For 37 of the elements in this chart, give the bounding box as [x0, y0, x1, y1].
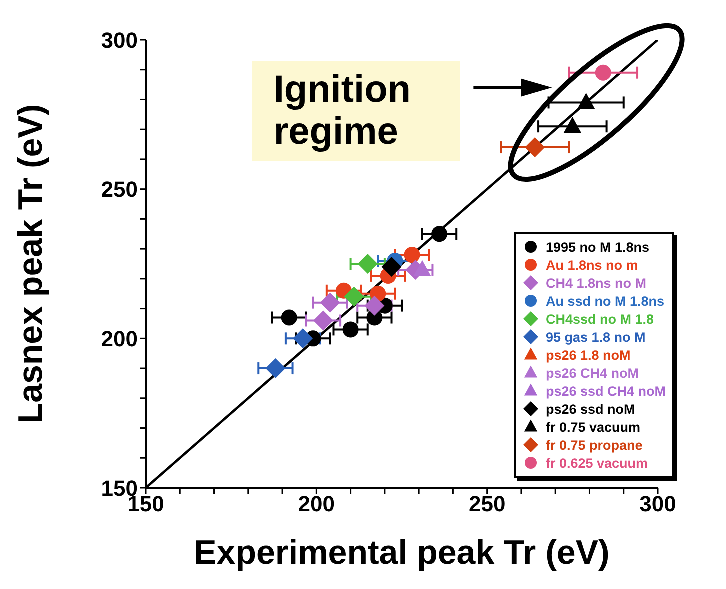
legend-label: fr 0.75 vacuum	[546, 420, 641, 434]
legend-label: fr 0.625 vacuum	[546, 456, 648, 470]
x-axis-title: Experimental peak Tr (eV)	[194, 534, 610, 572]
point	[382, 256, 402, 277]
y-axis-title: Lasnex peak Tr (eV)	[12, 104, 50, 424]
point	[266, 358, 286, 379]
x-tick-label: 300	[640, 492, 676, 517]
point	[320, 292, 340, 313]
point	[564, 117, 582, 134]
legend-label: CH4ssd no M 1.8	[546, 312, 654, 326]
y-tick-label: 300	[101, 28, 138, 53]
legend-label: ps26 1.8 noM	[546, 348, 631, 362]
legend-label: CH4 1.8ns no M	[546, 276, 646, 290]
point	[364, 296, 385, 316]
legend-label: 1995 no M 1.8ns	[546, 240, 650, 254]
x-tick-label: 200	[298, 492, 336, 517]
point	[313, 310, 334, 331]
legend-label: Au 1.8ns no m	[546, 258, 638, 272]
point	[432, 226, 448, 242]
point	[404, 247, 420, 264]
legend-label: ps26 ssd CH4 noM	[546, 384, 666, 398]
point	[293, 328, 314, 349]
legend-label: ps26 ssd noM	[546, 402, 636, 416]
legend-label: ps26 CH4 noM	[546, 366, 639, 380]
point	[595, 64, 612, 81]
point	[358, 254, 378, 274]
point	[281, 310, 298, 326]
point	[342, 322, 359, 338]
legend-label: fr 0.75 propane	[546, 438, 643, 452]
point	[578, 93, 596, 110]
y-tick-label: 200	[101, 326, 138, 352]
y-tick-label: 250	[101, 177, 138, 202]
annotation: Ignition regime	[252, 60, 460, 161]
legend-label: 95 gas 1.8 no M	[546, 330, 646, 344]
legend-label: Au ssd no M 1.8ns	[546, 294, 664, 308]
point	[525, 138, 546, 158]
x-tick-label: 250	[468, 492, 506, 517]
